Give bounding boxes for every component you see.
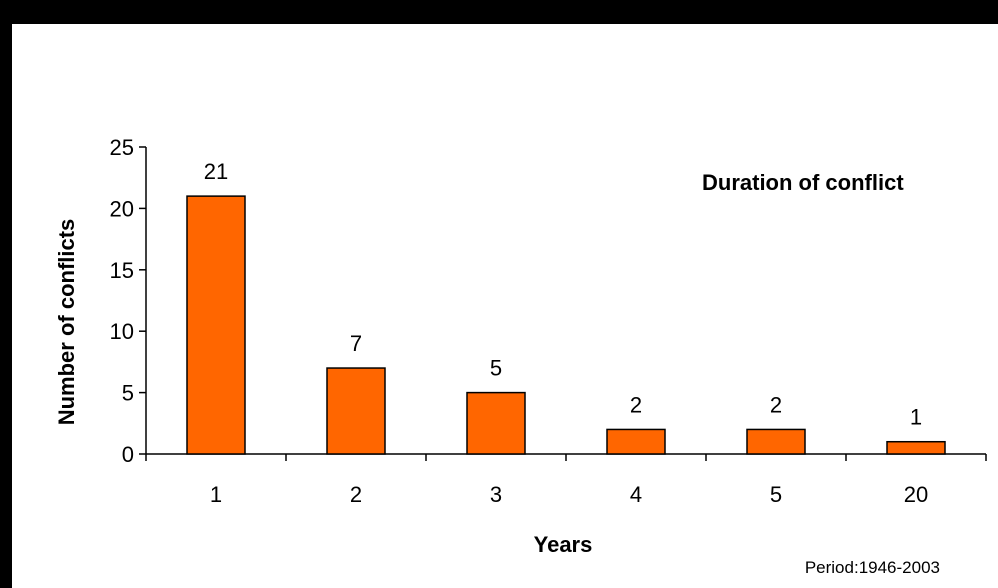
data-label: 1	[910, 405, 922, 430]
bar	[886, 440, 946, 455]
x-tick-label: 4	[630, 482, 642, 507]
x-tick-label: 1	[210, 482, 222, 507]
y-tick-label: 15	[110, 258, 134, 283]
x-tick-label: 5	[770, 482, 782, 507]
chart-title: Duration of conflict	[702, 170, 904, 195]
data-label: 2	[770, 392, 782, 417]
bar-chart: Duration of conflict Number of conflicts…	[54, 135, 987, 577]
y-tick-label: 0	[122, 442, 134, 467]
bar	[326, 367, 386, 455]
data-label: 5	[490, 356, 502, 381]
x-axis-title: Years	[534, 532, 593, 557]
x-tick-label: 2	[350, 482, 362, 507]
y-tick-label: 5	[122, 381, 134, 406]
period-note: Period:1946-2003	[805, 558, 940, 577]
y-tick-label: 25	[110, 135, 134, 160]
x-tick-label: 3	[490, 482, 502, 507]
bar	[746, 428, 806, 455]
y-tick-label: 20	[110, 196, 134, 221]
bar	[466, 391, 526, 455]
data-label: 2	[630, 392, 642, 417]
data-label: 21	[204, 159, 228, 184]
chart-frame: Duration of conflict Number of conflicts…	[12, 24, 998, 588]
y-axis-title: Number of conflicts	[54, 219, 79, 426]
data-label: 7	[350, 331, 362, 356]
bar	[186, 195, 246, 455]
x-tick-label: 20	[904, 482, 928, 507]
y-tick-label: 10	[110, 319, 134, 344]
bar	[606, 428, 666, 455]
